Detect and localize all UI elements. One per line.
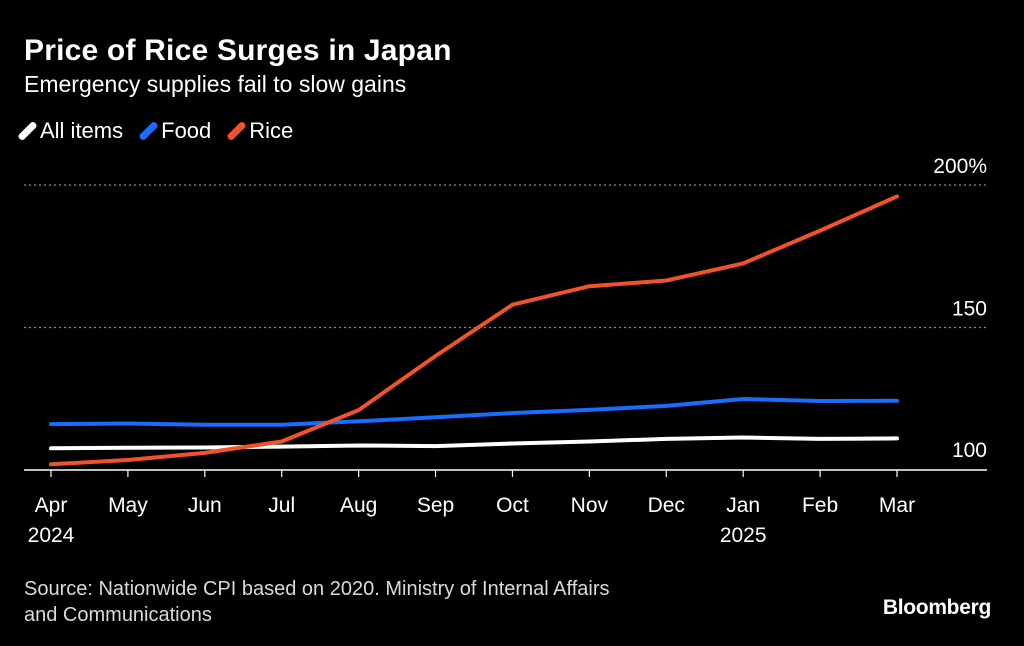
legend-item-rice: Rice [226,118,294,144]
x-tick-label-nov: Nov [571,494,609,517]
gridlines [24,184,987,329]
source-line-1: Source: Nationwide CPI based on 2020. Mi… [24,578,610,600]
chart-subtitle: Emergency supplies fail to slow gains [24,71,407,97]
series-line-rice [49,194,899,467]
bloomberg-logo: Bloomberg [882,596,991,619]
chart-title: Price of Rice Surges in Japan [24,34,452,67]
series-line-food [49,397,899,427]
x-tick-label-sep: Sep [417,494,454,517]
x-tick-label-jan: Jan [726,494,760,517]
y-tick-label-150: 150 [952,298,987,321]
y-tick-label-200: 200% [933,155,987,178]
y-axis-labels: 100 150 200% [933,155,987,462]
x-tick-label-may: May [108,494,148,517]
source-line-2: and Communications [24,604,212,626]
x-axis: Apr May Jun Jul Aug Sep Oct Nov Dec Jan Feb Mar 2024… [24,469,987,547]
x-tick-label-mar: Mar [879,494,915,517]
legend-item-food: Food [138,118,212,144]
x-tick-label-oct: Oct [496,494,529,517]
x-year-label-2024: 2024 [28,524,75,547]
x-tick-label-jun: Jun [188,494,222,517]
legend-label-all-items: All items [40,118,124,143]
x-tick-label-apr: Apr [35,494,68,517]
legend: All items Food Rice [17,118,294,144]
x-year-label-2025: 2025 [720,524,767,547]
source-note: Source: Nationwide CPI based on 2020. Mi… [24,576,784,628]
legend-label-food: Food [161,118,212,143]
series-line-all-items [49,435,899,451]
x-tick-label-aug: Aug [340,494,377,517]
x-tick-label-feb: Feb [802,494,838,517]
legend-item-all-items: All items [17,118,124,144]
x-tick-label-jul: Jul [268,494,295,517]
series-lines [49,194,899,467]
legend-label-rice: Rice [249,118,294,143]
y-tick-label-100: 100 [952,439,987,462]
x-tick-label-dec: Dec [648,494,685,517]
